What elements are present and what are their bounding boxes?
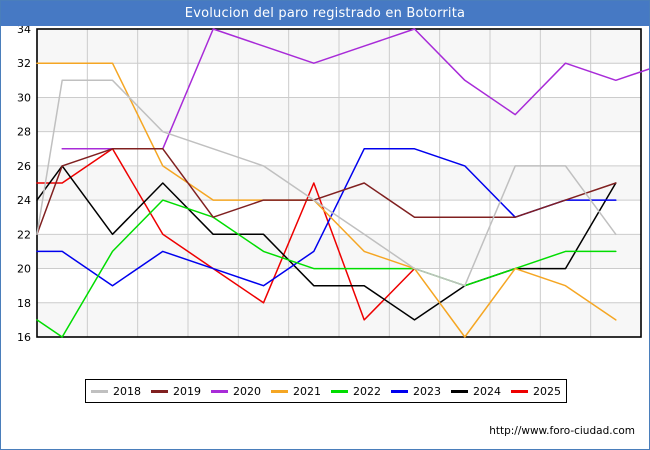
legend-label: 2020 bbox=[233, 384, 261, 398]
legend-entry-2021[interactable]: 2021 bbox=[271, 385, 321, 398]
series-line-2018 bbox=[36, 79, 617, 287]
y-tick-label: 16 bbox=[17, 331, 31, 344]
y-tick-label: 34 bbox=[17, 26, 31, 36]
chart-legend: 2018 2019 2020 2021 2022 2023 2024 2025 bbox=[85, 379, 567, 403]
page-title: Evolucion del paro registrado en Botorri… bbox=[184, 6, 466, 21]
x-tick-label-ene: ENE bbox=[51, 344, 73, 346]
legend-label: 2019 bbox=[173, 384, 201, 398]
legend-entry-2024[interactable]: 2024 bbox=[451, 385, 501, 398]
x-tick-label-oct: OCT bbox=[504, 344, 527, 346]
legend-entry-2020[interactable]: 2020 bbox=[211, 385, 261, 398]
source-url: http://www.foro-ciudad.com bbox=[489, 425, 635, 437]
legend-entry-2019[interactable]: 2019 bbox=[151, 385, 201, 398]
legend-label: 2021 bbox=[293, 384, 321, 398]
x-tick-label-jun: JUN bbox=[303, 344, 324, 346]
y-tick-label: 22 bbox=[17, 228, 31, 241]
x-tick-label-may: MAY bbox=[252, 344, 275, 346]
legend-entry-2023[interactable]: 2023 bbox=[391, 385, 441, 398]
x-tick-label-jul: JUL bbox=[354, 344, 373, 346]
line-chart-svg: 16 18 20 22 24 26 28 30 32 34 ENE FEB MAR ABR MAY JUN JU… bbox=[17, 26, 649, 346]
legend-swatch-icon bbox=[511, 389, 528, 393]
legend-label: 2018 bbox=[113, 384, 141, 398]
legend-swatch-icon bbox=[151, 389, 168, 393]
legend-swatch-icon bbox=[271, 389, 288, 393]
x-tick-label-dic: DIC bbox=[606, 344, 626, 346]
x-tick-label-ago: AGO bbox=[402, 344, 427, 346]
y-tick-label: 28 bbox=[17, 126, 31, 139]
y-tick-label: 24 bbox=[17, 194, 31, 207]
legend-entry-2022[interactable]: 2022 bbox=[331, 385, 381, 398]
legend-swatch-icon bbox=[451, 389, 468, 393]
legend-swatch-icon bbox=[91, 389, 108, 393]
y-tick-label: 30 bbox=[17, 91, 31, 104]
y-tick-label: 18 bbox=[17, 297, 31, 310]
legend-swatch-icon bbox=[391, 389, 408, 393]
y-tick-label: 26 bbox=[17, 160, 31, 173]
legend-entry-2018[interactable]: 2018 bbox=[91, 385, 141, 398]
legend-label: 2025 bbox=[533, 384, 561, 398]
x-tick-label-abr: ABR bbox=[202, 344, 225, 346]
legend-label: 2024 bbox=[473, 384, 501, 398]
legend-swatch-icon bbox=[211, 389, 228, 393]
legend-swatch-icon bbox=[331, 389, 348, 393]
y-tick-label: 32 bbox=[17, 57, 31, 70]
x-tick-label-nov: NOV bbox=[553, 344, 578, 346]
y-tick-label: 20 bbox=[17, 263, 31, 276]
window-titlebar: Evolucion del paro registrado en Botorri… bbox=[1, 1, 649, 26]
plot-area: 16 18 20 22 24 26 28 30 32 34 ENE FEB MAR ABR MAY JUN JU… bbox=[1, 26, 649, 346]
x-tick-label-feb: FEB bbox=[102, 344, 123, 346]
x-tick-label-sep: SEP bbox=[455, 344, 476, 346]
x-tick-label-mar: MAR bbox=[150, 344, 175, 346]
legend-entry-2025[interactable]: 2025 bbox=[511, 385, 561, 398]
legend-label: 2023 bbox=[413, 384, 441, 398]
legend-label: 2022 bbox=[353, 384, 381, 398]
